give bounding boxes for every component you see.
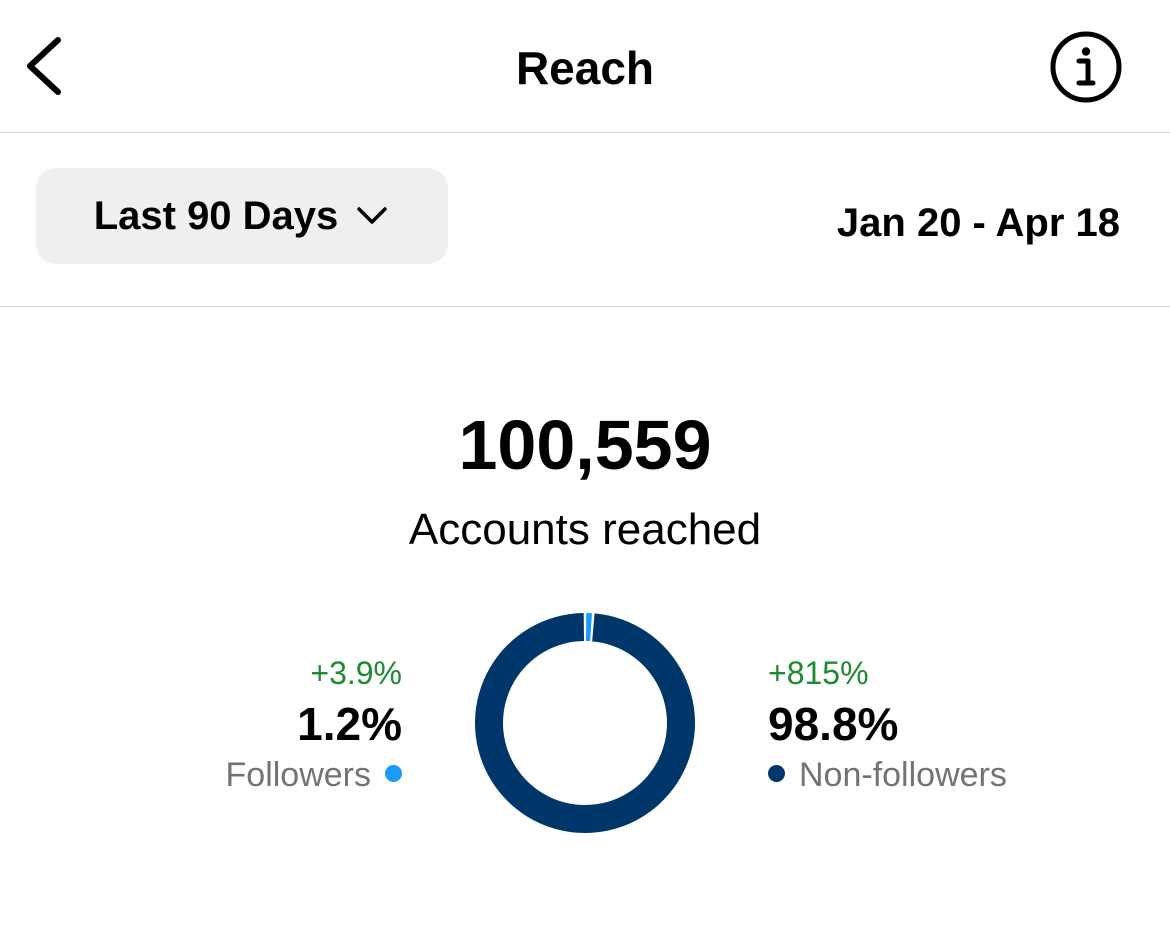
- page-title: Reach: [515, 42, 655, 94]
- top-bar: Reach: [0, 0, 1170, 133]
- accounts-reached-label: Accounts reached: [408, 505, 762, 554]
- followers-label: Followers: [225, 756, 371, 794]
- followers-segment: +3.9% 1.2% Followers: [226, 652, 402, 798]
- non-followers-label: Non-followers: [799, 756, 1007, 794]
- chevron-down-icon: [357, 207, 388, 224]
- non-followers-percent: 98.8%: [768, 698, 899, 750]
- donut-slice-followers: [585, 613, 592, 642]
- followers-percent: 1.2%: [297, 698, 402, 750]
- date-range-text: Jan 20 - Apr 18: [836, 201, 1120, 245]
- followers-change: +3.9%: [310, 655, 402, 691]
- followers-legend: Followers: [226, 752, 402, 798]
- chevron-left-icon: [27, 37, 61, 95]
- followers-legend-dot: [385, 764, 402, 782]
- non-followers-legend: Non-followers: [768, 752, 1007, 798]
- back-button[interactable]: [18, 30, 74, 102]
- date-range-dropdown-label: Last 90 Days: [93, 194, 339, 238]
- date-range-dropdown[interactable]: Last 90 Days: [36, 168, 448, 264]
- accounts-reached-count: 100,559: [458, 406, 712, 484]
- filter-row: Last 90 Days Jan 20 - Apr 18: [0, 133, 1170, 307]
- donut-slice-non-followers: [475, 613, 695, 833]
- non-followers-legend-dot: [768, 764, 785, 782]
- info-icon: [1050, 31, 1122, 103]
- non-followers-change: +815%: [768, 655, 869, 691]
- info-button[interactable]: [1048, 29, 1124, 105]
- non-followers-segment: +815% 98.8% Non-followers: [768, 652, 1007, 798]
- reach-donut-chart: [475, 613, 695, 833]
